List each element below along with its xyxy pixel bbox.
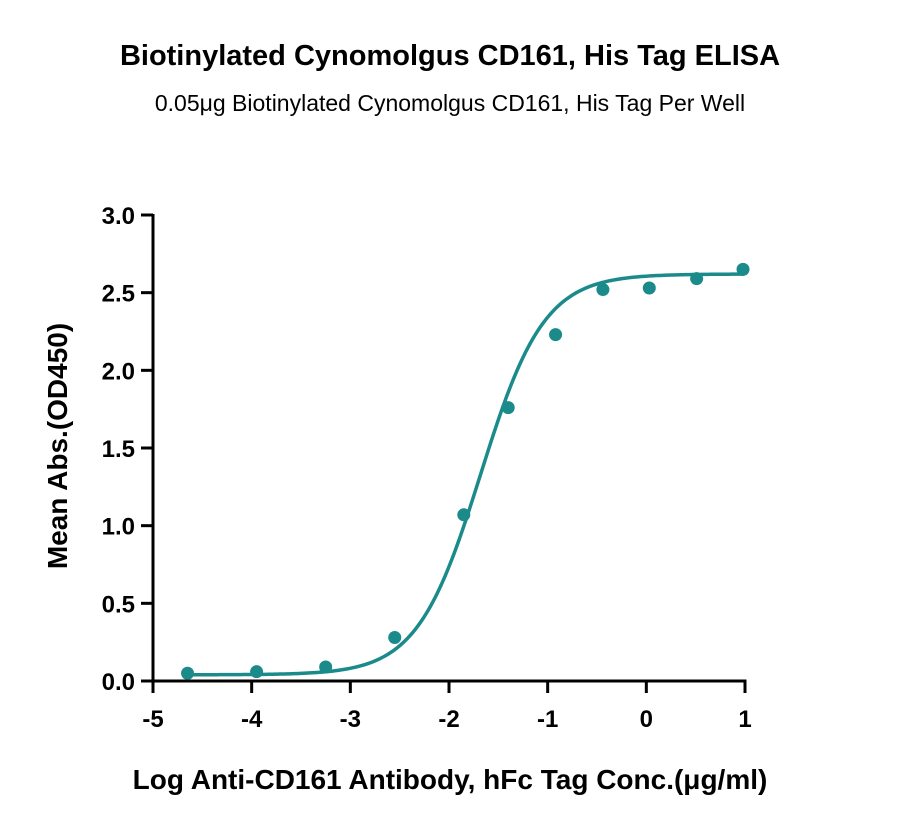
- y-tick-label: 3.0: [102, 203, 135, 230]
- axes: 0.0 0.5 1.0 1.5 2.0 2.5 3.0 -5 -4 -3 -2 -1 0 1: [102, 203, 752, 733]
- y-tick-label: 0.0: [102, 669, 135, 696]
- chart-title: Biotinylated Cynomolgus CD161, His Tag E…: [119, 40, 781, 72]
- y-axis-label: Mean Abs.(OD450): [42, 323, 73, 569]
- fit-curve: [185, 272, 745, 677]
- data-point: [457, 508, 471, 522]
- data-point: [596, 283, 610, 297]
- data-point: [319, 660, 333, 674]
- y-tick-label: 1.0: [102, 514, 135, 541]
- x-tick-label: -3: [340, 706, 361, 733]
- data-point: [501, 401, 515, 415]
- data-point: [181, 666, 195, 680]
- fit-curve-group: [185, 272, 745, 677]
- data-point: [549, 328, 563, 342]
- y-tick-label: 0.5: [102, 591, 135, 618]
- x-tick-label: -1: [537, 706, 558, 733]
- data-point: [690, 272, 704, 286]
- data-points: [181, 262, 750, 680]
- x-tick-label: 0: [640, 706, 653, 733]
- x-tick-label: 1: [738, 706, 751, 733]
- data-point: [250, 665, 264, 679]
- x-tick-label: -4: [241, 706, 263, 733]
- data-point: [736, 262, 750, 276]
- y-tick-label: 2.5: [102, 281, 135, 308]
- x-axis-label: Log Anti-CD161 Antibody, hFc Tag Conc.(μ…: [133, 764, 768, 795]
- y-tick-label: 1.5: [102, 436, 135, 463]
- chart-subtitle: 0.05μg Biotinylated Cynomolgus CD161, Hi…: [154, 90, 746, 116]
- data-point: [388, 631, 402, 645]
- data-point: [642, 281, 656, 295]
- x-tick-label: -2: [438, 706, 459, 733]
- y-tick-label: 2.0: [102, 358, 135, 385]
- x-tick-label: -5: [142, 706, 163, 733]
